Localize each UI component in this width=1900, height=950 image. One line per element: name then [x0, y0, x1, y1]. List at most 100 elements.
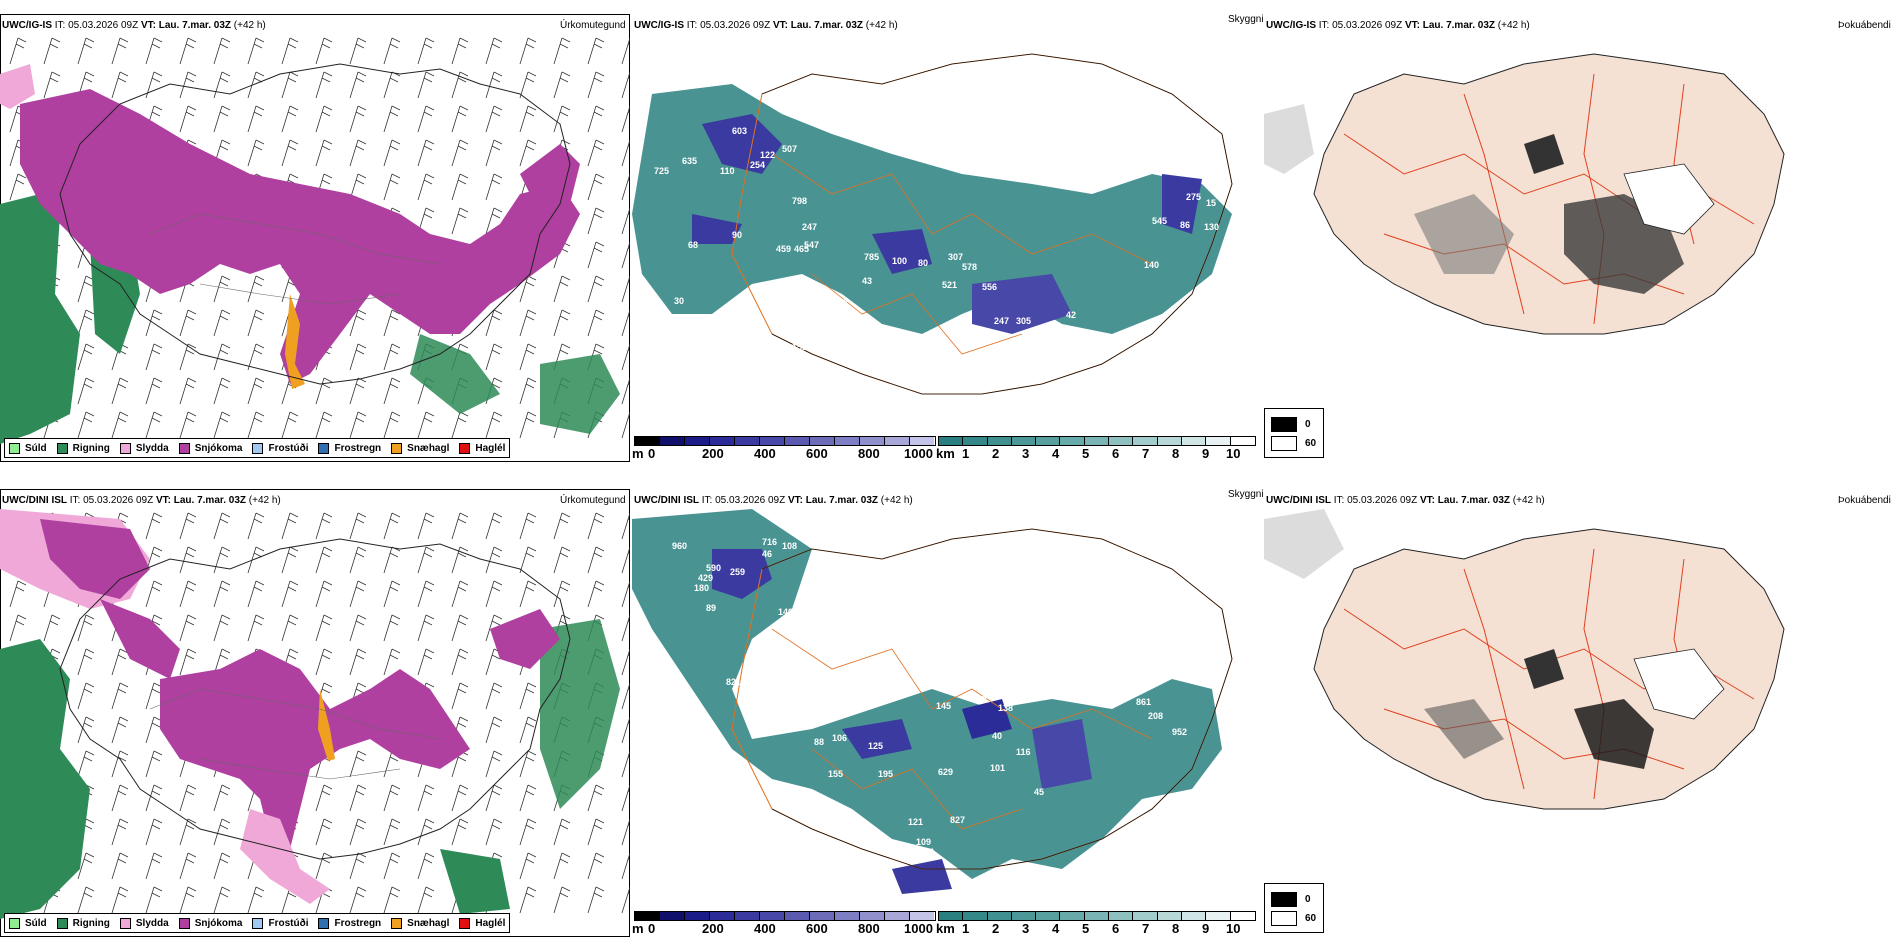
cloudbase-value-label: 101	[762, 292, 777, 302]
cloudbase-colorbar-swatches	[634, 911, 936, 921]
fog-legend: 0 60	[1264, 408, 1324, 458]
colorbar-swatch	[987, 437, 1012, 445]
precip-type-title: Úrkomutegund	[560, 20, 626, 31]
cloudbase-value-label: 555	[800, 298, 815, 308]
cloudbase-value-label: 108	[782, 541, 797, 551]
colorbar-swatch	[1206, 912, 1231, 920]
cloudbase-value-label: 43	[862, 276, 872, 286]
colorbar-swatch	[1060, 912, 1085, 920]
cloudbase-value-label: 305	[1016, 316, 1031, 326]
cloudbase-value-label: 29	[1056, 332, 1066, 342]
cloudbase-value-label: 42	[1066, 310, 1076, 320]
cloudbase-value-label: 101	[672, 326, 687, 336]
cloudbase-value-label: 155	[828, 769, 843, 779]
cloudbase-value-label: 47	[1196, 292, 1206, 302]
visibility-tick: 8	[1172, 446, 1180, 461]
colorbar-swatch	[963, 437, 988, 445]
colorbar-swatch	[1109, 912, 1134, 920]
colorbar-swatch	[885, 437, 910, 445]
legend-item-suld: Súld	[9, 917, 47, 929]
visibility-colorbar-swatches	[938, 911, 1256, 921]
cloudbase-value-label: 635	[682, 156, 697, 166]
cloudbase-value-label: 145	[936, 701, 951, 711]
cloudbase-value-label: 429	[698, 573, 713, 583]
cloudbase-value-label: 100	[892, 256, 907, 266]
cloudbase-value-label: 275	[1186, 192, 1201, 202]
legend-item-snjokoma: Snjókoma	[178, 917, 242, 929]
cloudbase-value-label: 590	[706, 563, 721, 573]
fog-legend: 0 60	[1264, 883, 1324, 933]
colorbar-swatch	[1036, 437, 1061, 445]
visibility-tick: 2	[992, 446, 1000, 461]
legend-item-slydda: Slydda	[119, 442, 169, 454]
visibility-tick: 7	[1142, 921, 1150, 936]
cloudbase-value-label: 578	[962, 262, 977, 272]
cloudbase-value-label: 507	[782, 144, 797, 154]
cloudbase-value-label: 476	[982, 691, 997, 701]
cloudbase-value-label: 46	[762, 549, 772, 559]
legend-item-frostudi: Frostúði	[252, 917, 308, 929]
cloudbase-value-label: 140	[778, 607, 793, 617]
colorbar-swatch	[910, 437, 934, 445]
cloudbase-value-label: 555	[874, 839, 889, 849]
visibility-unit: km	[936, 921, 955, 936]
cloudbase-value-label: 521	[942, 280, 957, 290]
colorbar-swatch	[810, 437, 835, 445]
colorbar-swatch	[735, 437, 760, 445]
colorbar-swatch	[660, 437, 685, 445]
colorbar-swatch	[860, 437, 885, 445]
cloudbase-tick: 200	[702, 446, 724, 461]
cloudbase-value-label: 342	[796, 631, 811, 641]
colorbar-swatch	[735, 912, 760, 920]
cloudbase-value-label: 88	[814, 737, 824, 747]
cloudbase-value-label: 952	[1172, 727, 1187, 737]
fog-map-header: UWC/DINI ISL IT: 05.03.2026 09Z VT: Lau.…	[1266, 495, 1545, 506]
legend-item-haglel: Haglél	[459, 917, 505, 929]
colorbar-swatch	[1230, 437, 1254, 445]
cloudbase-value-label: 295	[928, 346, 943, 356]
colorbar-swatch	[885, 912, 910, 920]
cloudbase-value-label: 180	[694, 583, 709, 593]
visibility-tick: 8	[1172, 921, 1180, 936]
cloudbase-value-label: 254	[750, 160, 765, 170]
cloudbase-value-label: 1	[782, 651, 787, 661]
colorbar-swatch	[710, 437, 735, 445]
colorbar-swatch	[1206, 437, 1231, 445]
cloudbase-tick: 400	[754, 446, 776, 461]
cloudbase-tick: 400	[754, 921, 776, 936]
forecast-row-ig-is: UWC/IG-IS IT: 05.03.2026 09Z VT: Lau. 7.…	[0, 14, 1891, 462]
cloudbase-value-label: 165	[836, 693, 851, 703]
cloudbase-value-label: 195	[878, 769, 893, 779]
cloudbase-tick: 800	[858, 446, 880, 461]
cloudbase-value-label: 45	[1034, 787, 1044, 797]
cloudbase-value-label: 725	[654, 166, 669, 176]
cloudbase-value-label: 247	[802, 222, 817, 232]
cloud-map-header: UWC/DINI ISL IT: 05.03.2026 09Z VT: Lau.…	[634, 495, 913, 506]
visibility-title: Skyggni	[1228, 489, 1264, 500]
visibility-tick: 1	[962, 446, 970, 461]
precip-type-title: Úrkomutegund	[560, 495, 626, 506]
fog-title: Þokuábendi	[1838, 20, 1891, 31]
cloudbase-tick: 0	[648, 921, 656, 936]
visibility-tick: 6	[1112, 921, 1120, 936]
visibility-tick: 10	[1226, 921, 1241, 936]
colorbar-swatch	[1230, 912, 1254, 920]
legend-item-frostregn: Frostregn	[318, 442, 381, 454]
colorbar-swatch	[963, 912, 988, 920]
colorbar-swatch	[685, 912, 710, 920]
colorbar-swatch	[760, 912, 785, 920]
visibility-tick: 5	[1082, 446, 1090, 461]
legend-item-snaehagl: Snæhagl	[391, 917, 449, 929]
visibility-tick: 3	[1022, 921, 1030, 936]
cloudbase-map: 603 507 122 635 110 254 725 798 247 68 90 547 459 465…	[632, 53, 1233, 412]
fog-title: Þokuábendi	[1838, 495, 1891, 506]
cloudbase-value-label: 30	[674, 296, 684, 306]
cloudbase-value-label: 716	[762, 537, 777, 547]
cloudbase-value-label: 821	[726, 677, 741, 687]
cloudbase-value-label: 77	[838, 298, 848, 308]
cloudbase-tick: 0	[648, 446, 656, 461]
visibility-tick: 3	[1022, 446, 1030, 461]
cloudbase-value-label: 106	[832, 733, 847, 743]
cloudbase-tick: 800	[858, 921, 880, 936]
